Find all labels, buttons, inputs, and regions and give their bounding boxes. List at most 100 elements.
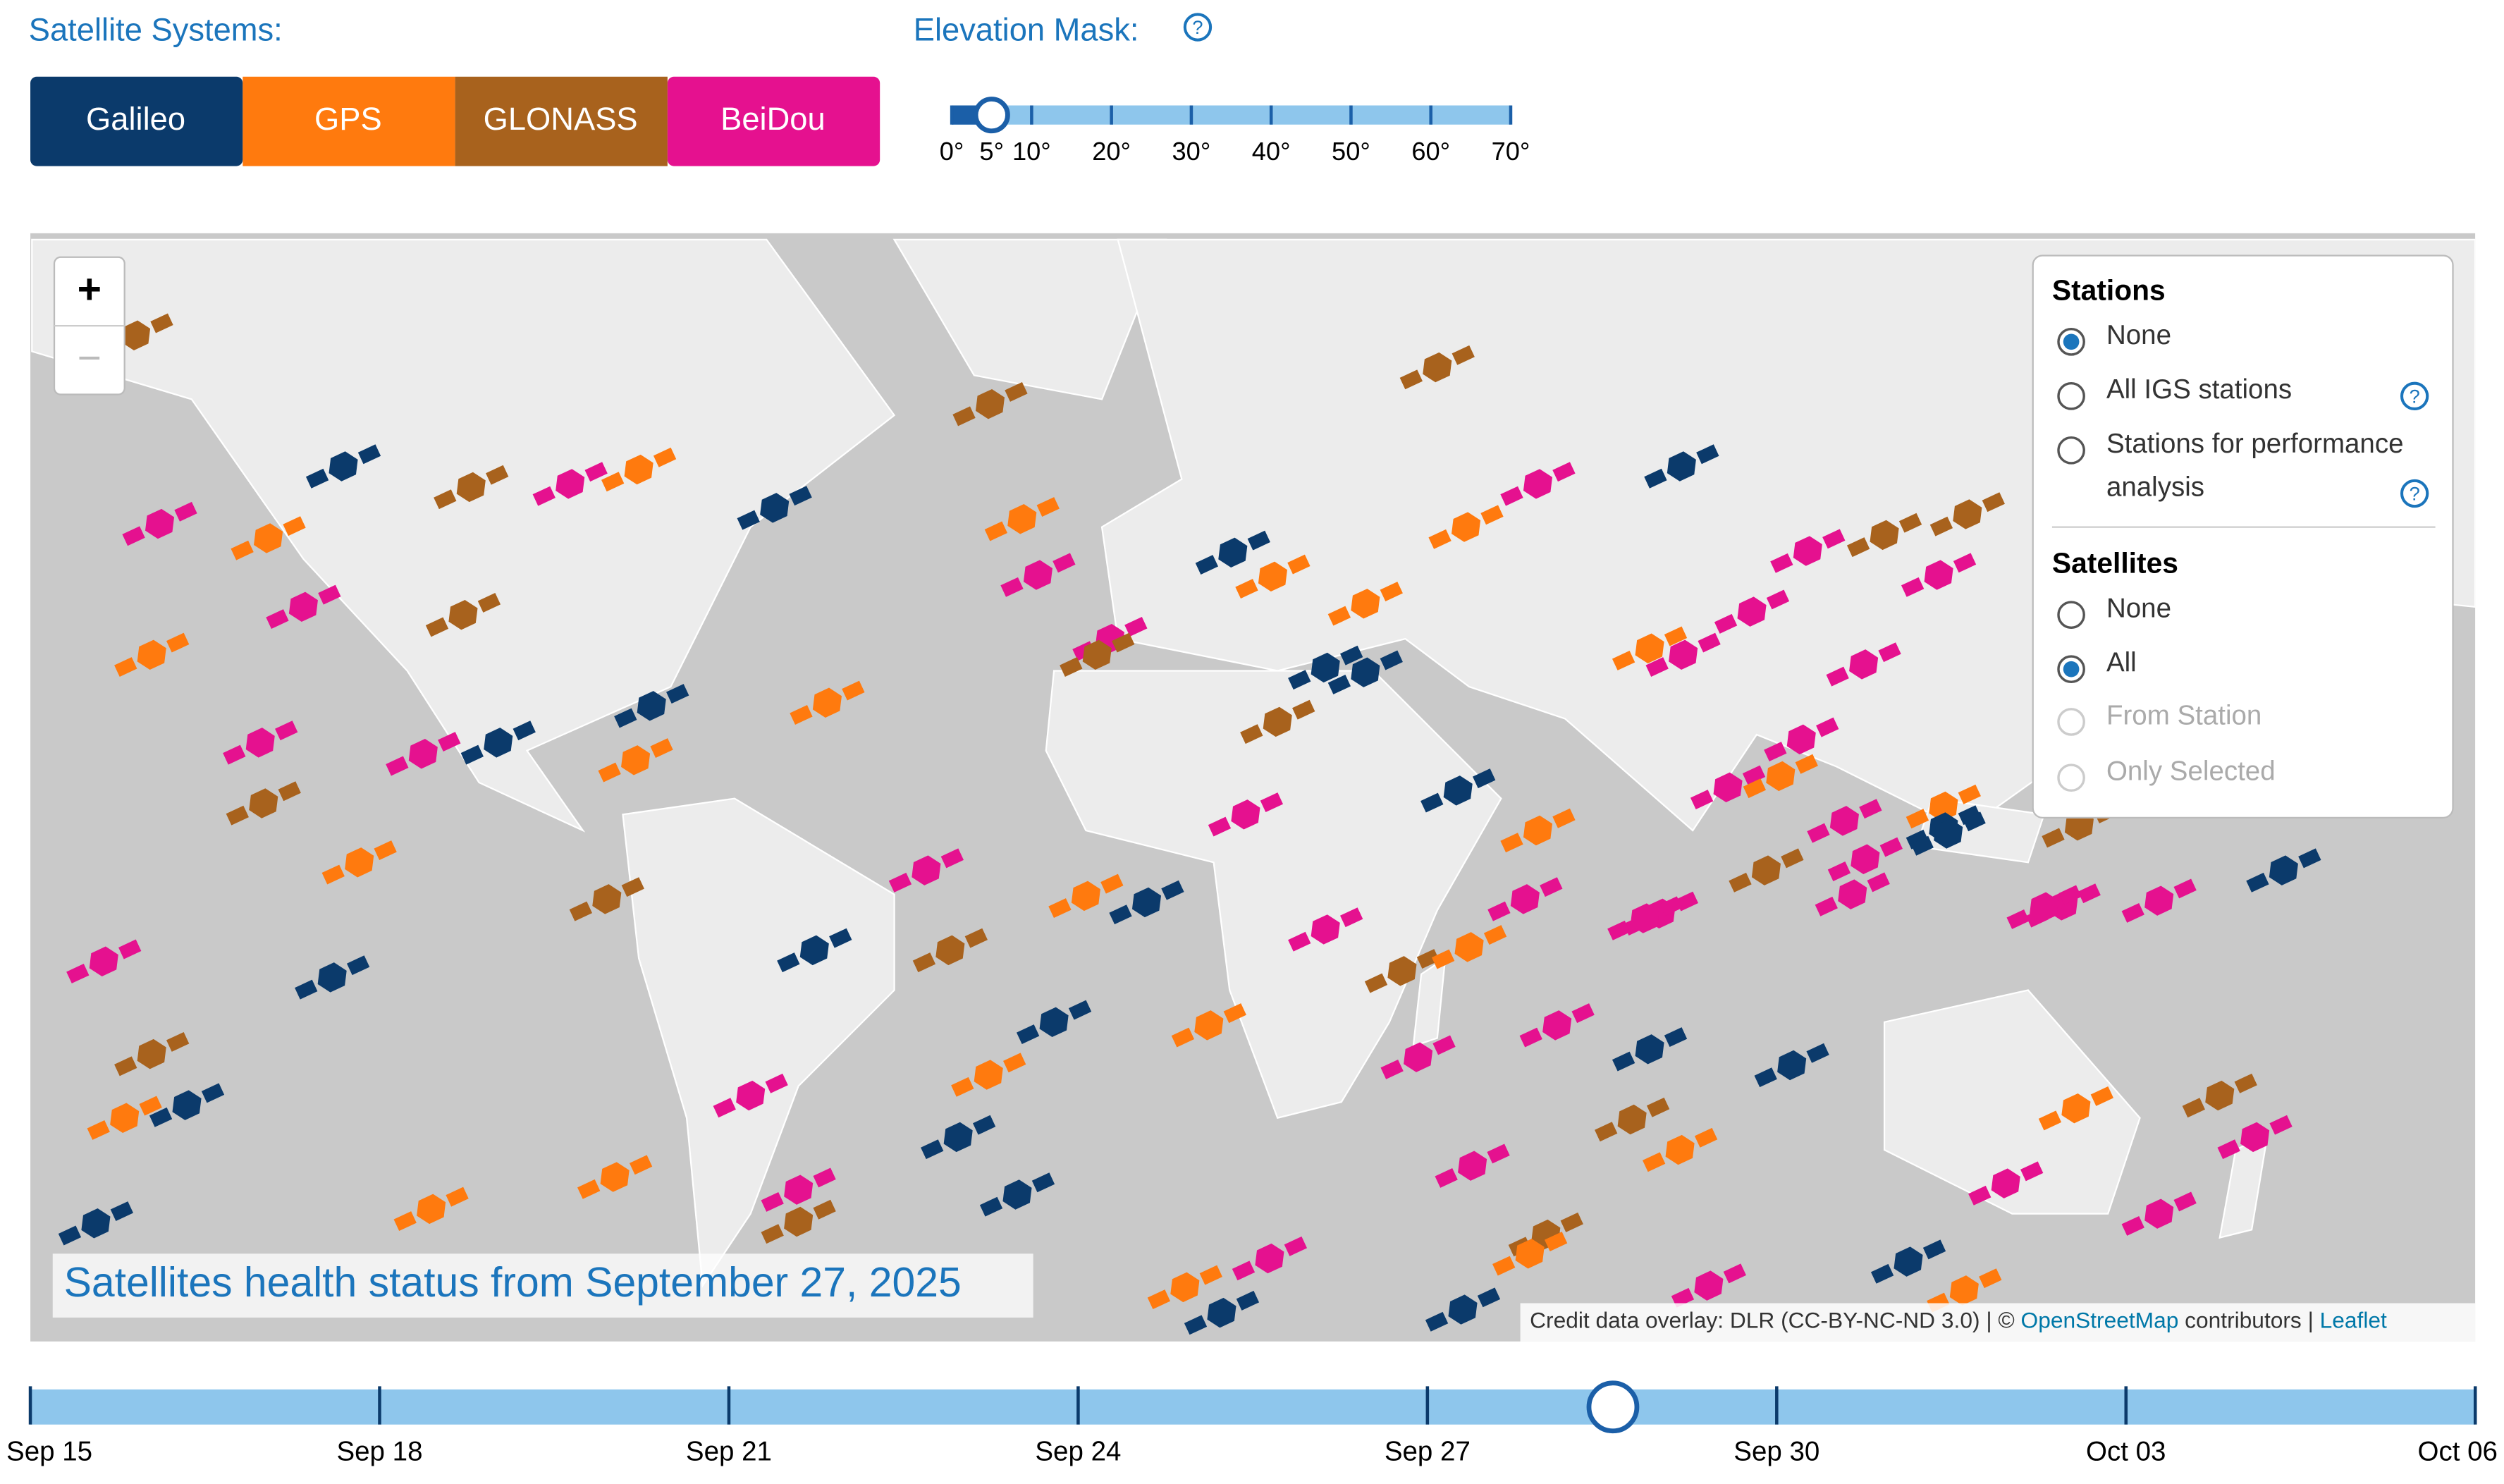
satellite-icon[interactable] (1378, 1029, 1459, 1085)
satellite-icon[interactable] (977, 1167, 1057, 1222)
satellite-icon[interactable] (111, 627, 192, 682)
help-icon[interactable] (2400, 479, 2429, 508)
elevation-slider[interactable]: 0° 5° 10° 20° 30° 40° 50° 60° 70° (940, 97, 1530, 166)
satellite-icon[interactable] (1432, 1138, 1513, 1194)
zoom-out[interactable]: − (78, 336, 102, 381)
satellite-icon[interactable] (1604, 890, 1685, 946)
satellite-icon[interactable] (998, 547, 1079, 603)
system-button[interactable] (243, 76, 455, 166)
satellite-icon[interactable] (1643, 627, 1724, 682)
satellite-icon[interactable] (2180, 1068, 2260, 1124)
satellite-icon[interactable] (1498, 456, 1578, 512)
satellite-icon[interactable] (147, 1077, 227, 1133)
satellite-icon[interactable] (383, 726, 463, 782)
satellite-icon[interactable] (2119, 1186, 2199, 1241)
radio[interactable] (2057, 382, 2085, 410)
help-icon[interactable] (1183, 13, 1213, 42)
satellite-icon[interactable] (711, 1068, 791, 1124)
satellite-icon[interactable] (1641, 439, 1722, 494)
satellite-icon[interactable] (1429, 919, 1509, 975)
satellite-icon[interactable] (1397, 340, 1478, 395)
satellite-icon[interactable] (1498, 803, 1578, 859)
satellite-icon[interactable] (431, 460, 511, 515)
satellite-icon[interactable] (1285, 640, 1365, 696)
satellite-icon[interactable] (575, 1149, 655, 1205)
slider-knob[interactable] (973, 97, 1010, 134)
satellite-icon[interactable] (596, 732, 676, 788)
satellite-icon[interactable] (1045, 868, 1126, 924)
satellite-icon[interactable] (423, 587, 503, 643)
satellite-icon[interactable] (1609, 620, 1690, 676)
satellite-icon[interactable] (1752, 1038, 1832, 1093)
timeline[interactable]: Sep 15 Sep 18 Sep 21 Sep 24 Sep 27 Sep 30 Oct … (6, 1380, 2498, 1467)
satellite-icon[interactable] (1592, 1092, 1672, 1148)
satellite-icon[interactable] (948, 1047, 1029, 1103)
satellite-icon[interactable] (599, 442, 679, 498)
satellite-icon[interactable] (1868, 1234, 1948, 1289)
satellite-icon[interactable] (918, 1110, 998, 1165)
satellite-icon[interactable] (611, 678, 692, 734)
satellite-icon[interactable] (735, 480, 815, 536)
satellite-icon[interactable] (759, 1194, 839, 1250)
radio[interactable] (2057, 601, 2085, 629)
satellite-icon[interactable] (1325, 576, 1406, 632)
satellite-icon[interactable] (1205, 787, 1286, 842)
satellite-icon[interactable] (1927, 486, 2008, 542)
satellite-icon[interactable] (910, 922, 990, 978)
satellite-icon[interactable] (1804, 793, 1884, 849)
satellite-icon[interactable] (1426, 499, 1506, 555)
satellite-icon[interactable] (1237, 694, 1318, 750)
satellite-icon[interactable] (1726, 842, 1806, 898)
satellite-icon[interactable] (1233, 548, 1313, 604)
satellite-icon[interactable] (1898, 547, 1979, 603)
satellite-icon[interactable] (1761, 711, 1841, 767)
satellite-icon[interactable] (2215, 1110, 2295, 1165)
satellite-icon[interactable] (263, 579, 343, 634)
system-button[interactable] (30, 76, 243, 166)
timeline-knob[interactable] (1586, 1380, 1640, 1434)
satellite-icon[interactable] (458, 715, 539, 771)
satellite-icon[interactable] (391, 1181, 472, 1237)
satellite-icon[interactable] (1285, 902, 1365, 957)
satellite-icon[interactable] (1965, 1155, 2046, 1211)
satellite-icon[interactable] (1169, 998, 1249, 1053)
satellite-icon[interactable] (1362, 943, 1442, 999)
satellite-icon[interactable] (2036, 1081, 2116, 1136)
satellite-icon[interactable] (1908, 806, 1989, 861)
satellite-icon[interactable] (111, 1026, 192, 1082)
satellite-icon[interactable] (1423, 1282, 1503, 1337)
satellite-icon[interactable] (228, 510, 309, 566)
radio[interactable] (2057, 436, 2085, 465)
satellite-icon[interactable] (2243, 842, 2324, 898)
satellite-icon[interactable] (2119, 873, 2199, 928)
satellite-icon[interactable] (1767, 523, 1848, 579)
satellite-icon[interactable] (1325, 644, 1406, 700)
satellite-icon[interactable] (1107, 875, 1187, 931)
satellite-icon[interactable] (120, 496, 200, 552)
satellite-icon[interactable] (1609, 1022, 1690, 1077)
satellite-icon[interactable] (220, 715, 300, 771)
satellite-icon[interactable] (1825, 831, 1905, 887)
satellite-icon[interactable] (787, 675, 867, 730)
satellite-icon[interactable] (759, 1162, 839, 1218)
satellite-icon[interactable] (1741, 749, 1821, 804)
system-button[interactable] (667, 76, 880, 166)
satellite-icon[interactable] (950, 376, 1031, 432)
satellite-icon[interactable] (1014, 994, 1094, 1050)
satellite-icon[interactable] (1712, 584, 1792, 639)
satellite-icon[interactable] (1145, 1259, 1225, 1315)
satellite-icon[interactable] (1182, 1285, 1262, 1341)
satellite-icon[interactable] (1844, 508, 1925, 563)
satellite-icon[interactable] (1517, 998, 1597, 1053)
satellite-icon[interactable] (1669, 1258, 1749, 1313)
satellite-icon[interactable] (1490, 1226, 1570, 1282)
satellite-icon[interactable] (886, 842, 966, 898)
satellite-icon[interactable] (303, 439, 383, 494)
satellite-icon[interactable] (1418, 763, 1498, 818)
satellite-icon[interactable] (1640, 1122, 1720, 1178)
satellite-icon[interactable] (85, 1090, 165, 1146)
satellite-icon[interactable] (1193, 525, 1273, 580)
satellite-icon[interactable] (56, 1196, 136, 1251)
satellite-icon[interactable] (1688, 759, 1768, 815)
system-button[interactable] (455, 76, 668, 166)
